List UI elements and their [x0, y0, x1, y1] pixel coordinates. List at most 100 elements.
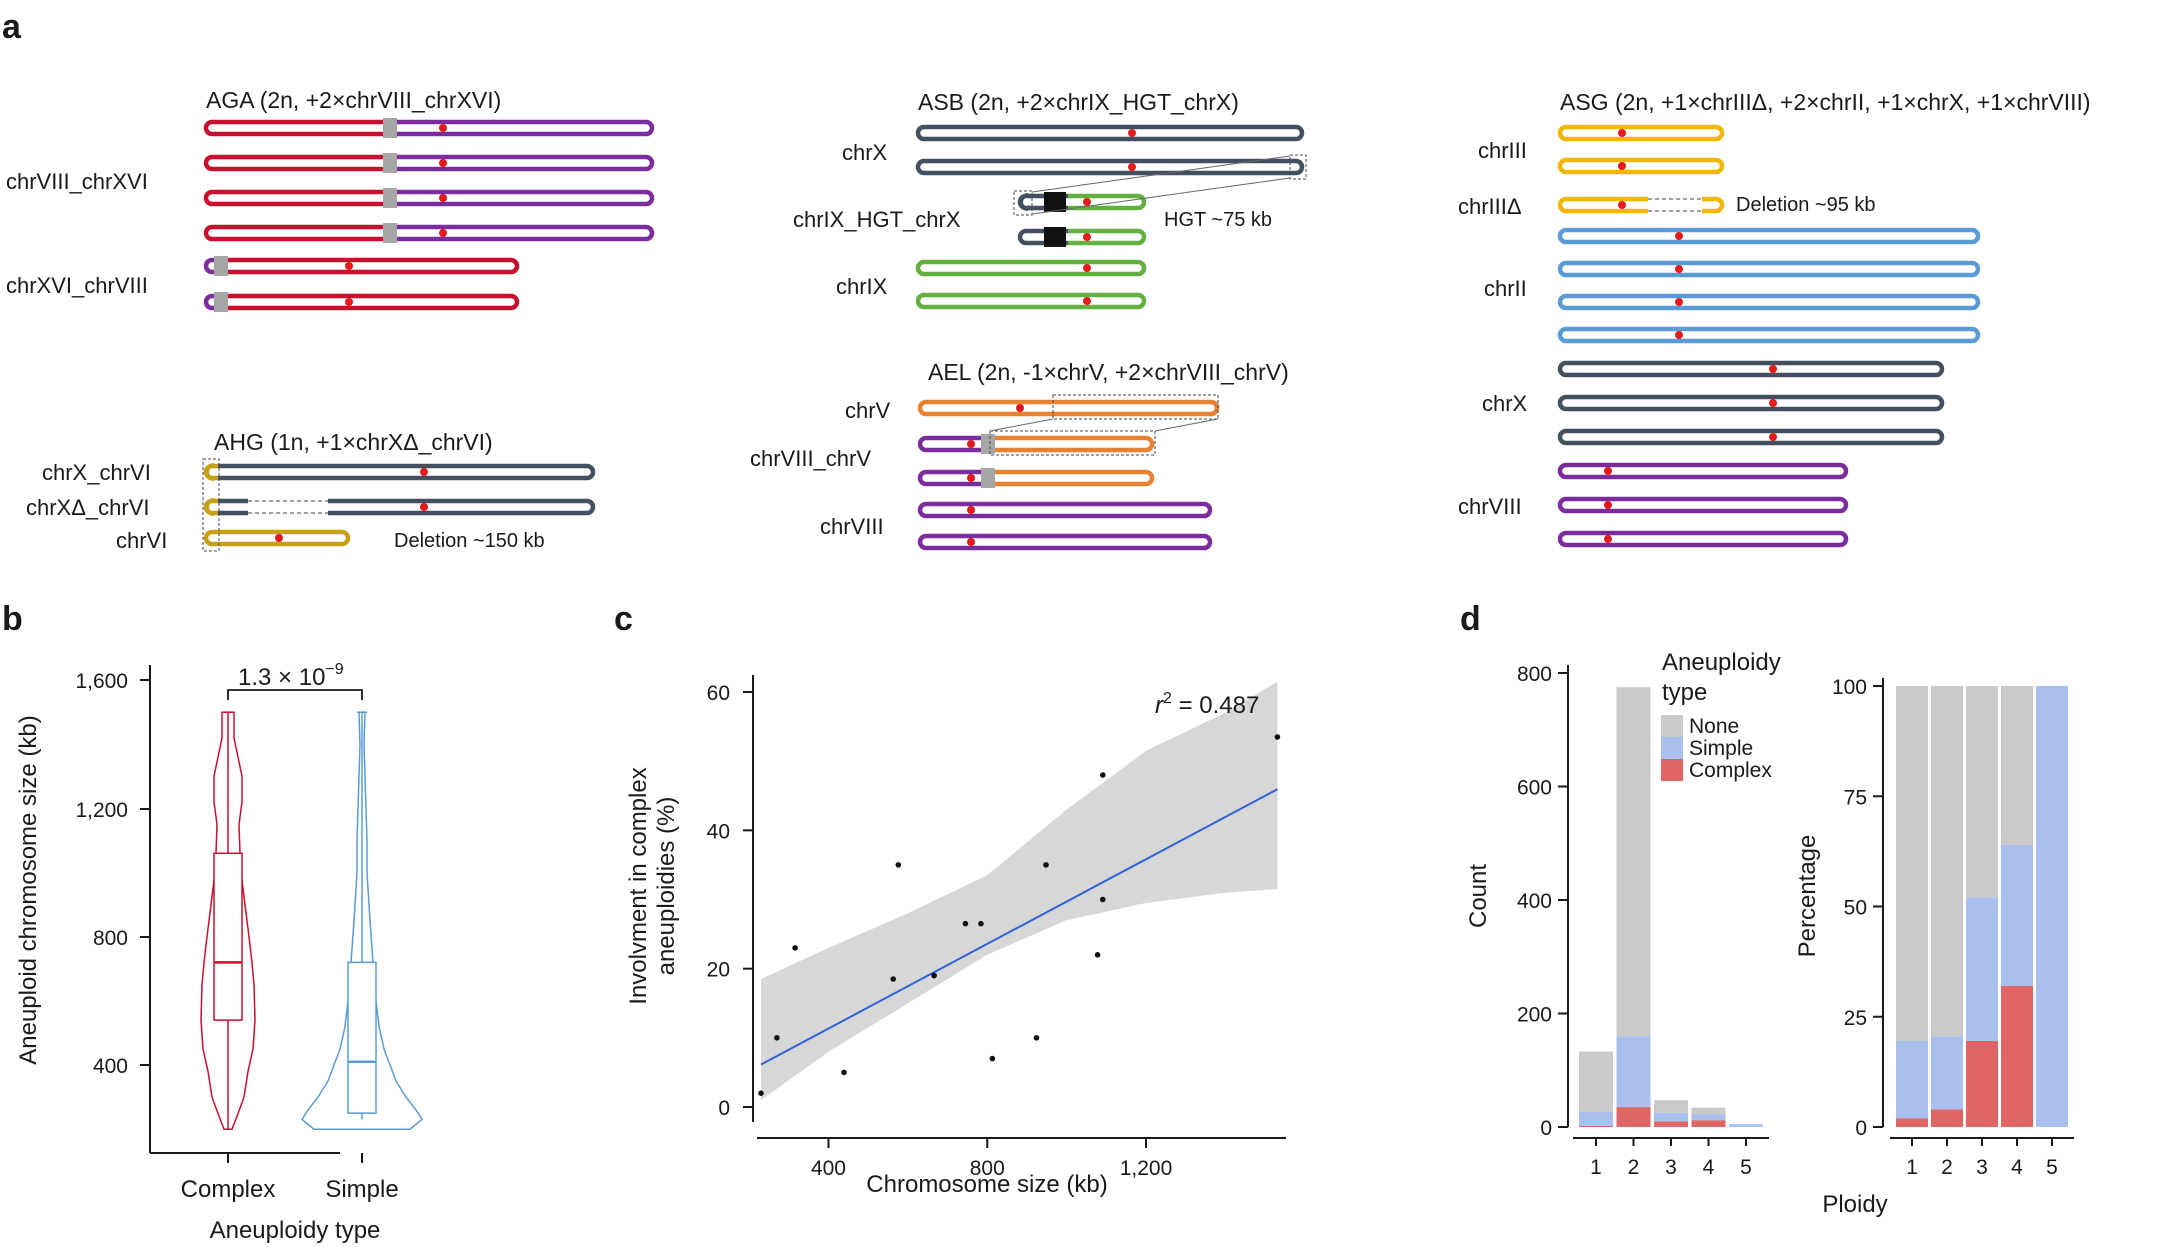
ael-label-chrv: chrV — [845, 398, 891, 423]
aga-chrviii-chrxvi-1-segment — [390, 119, 655, 137]
aga-chrviii-chrxvi-2-segment — [390, 154, 655, 172]
ahg-chrx-delta-chrvi-segment — [218, 498, 248, 516]
ahg-chrx-delta-chrvi-centromere — [420, 503, 428, 511]
asg-chrii-2-centromere — [1675, 265, 1683, 273]
aga-chrxvi-chrviii-1-segment — [220, 257, 520, 275]
scatter-xtick-label: 1,200 — [1120, 1157, 1173, 1180]
asg-chrx-2-segment — [1557, 394, 1945, 412]
aga-chrviii-chrxvi-4-segment — [390, 224, 655, 242]
legend-item-none: None — [1689, 715, 1739, 738]
violin-complex — [200, 711, 256, 1130]
ytick-label: 100 — [1832, 676, 1867, 699]
bar-simple-ploidy-4 — [2001, 844, 2033, 986]
legend-swatch-simple — [1661, 737, 1683, 759]
legend-item-simple: Simple — [1689, 737, 1753, 760]
ahg-chrx-chrvi-telomere-cap — [205, 463, 215, 481]
asg-chriii-2-centromere — [1618, 162, 1626, 170]
ael-chrviii-chrv-2-segment — [988, 469, 1155, 487]
ytick-label: 200 — [1517, 1004, 1552, 1027]
asb-chrx-1-segment — [915, 124, 1305, 142]
ahg-chrx-chrvi — [203, 463, 596, 481]
ahg-chrx-delta-chrvi-segment — [328, 498, 596, 516]
asb-chrix-1 — [915, 259, 1147, 277]
xtick-label-ploidy-1: 1 — [1906, 1156, 1918, 1179]
significance-pvalue: 1.3 × 10−9 — [238, 661, 344, 691]
ael-chrviii-2 — [917, 533, 1213, 551]
asg-chrviii-2-centromere — [1604, 501, 1612, 509]
asg-chrviii-3 — [1557, 530, 1849, 548]
bar-complex-ploidy-1 — [1896, 1118, 1928, 1127]
asg-chrx-2 — [1557, 394, 1945, 412]
ahg-label-chrx-delta-chrvi: chrXΔ_chrVI — [26, 495, 150, 520]
ael-title: AEL (2n, -1×chrV, +2×chrVIII_chrV) — [928, 359, 1289, 385]
ael-chrviii-chrv-2 — [917, 468, 1155, 488]
ael-zoom-box-chrv — [1052, 394, 1219, 420]
scatter-point — [989, 1055, 996, 1062]
significance-bracket — [227, 689, 363, 700]
ahg-chrvi — [203, 529, 351, 547]
ahg-telomere-box — [202, 458, 220, 552]
violin-x-label: Aneuploidy type — [210, 1217, 381, 1244]
scatter-xtick-label: 400 — [811, 1157, 846, 1180]
panel-label-a: a — [2, 8, 22, 46]
violin-ytick-800: 800 — [93, 927, 128, 950]
ael-chrviii-chrv-1-centromere — [967, 440, 975, 448]
asg-label-chrviii: chrVIII — [1458, 494, 1522, 519]
count-bar-chart: 1 2 3 4 5 800 600 400 200 0 — [1517, 663, 1769, 1179]
aga-chrxvi-chrviii-2 — [203, 292, 520, 312]
ahg-label-chrvi: chrVI — [116, 528, 167, 553]
asg-chrii-3 — [1557, 293, 1981, 311]
ael-chrviii-chrv-2-breakpoint — [981, 468, 995, 488]
bar-none-ploidy-1 — [1579, 1051, 1613, 1112]
legend-swatch-none — [1661, 715, 1683, 737]
scatter-confidence-band — [761, 681, 1278, 1101]
xtick-label-ploidy-4: 4 — [1703, 1156, 1715, 1179]
bar-none-ploidy-1 — [1896, 686, 1928, 1041]
aga-chrviii-chrxvi-1-centromere — [439, 124, 447, 132]
aga-chrxvi-chrviii-1-centromere — [345, 262, 353, 270]
asb-chrix-hgt-chrx-2-segment — [1068, 228, 1147, 246]
asg-note-deletion: Deletion ~95 kb — [1736, 194, 1876, 216]
asg-chriii-delta-centromere — [1618, 201, 1626, 209]
asb-chrix-2-segment — [915, 292, 1147, 310]
violin-ytick-1600: 1,600 — [75, 670, 128, 693]
bar-none-ploidy-4 — [1691, 1107, 1726, 1115]
bar-none-ploidy-3 — [1966, 686, 1998, 898]
scatter-ytick-label: 60 — [707, 682, 730, 705]
ahg-chrvi-centromere — [275, 534, 283, 542]
ael-chromosomes — [917, 394, 1220, 551]
aga-chrviii-chrxvi-2-centromere — [439, 159, 447, 167]
aga-chrviii-chrxvi-3-segment — [203, 189, 390, 207]
aga-chrxvi-chrviii-1-segment — [203, 257, 220, 275]
scatter-point — [1274, 734, 1281, 740]
asg-label-chriii: chrIII — [1478, 138, 1527, 163]
panel-label-d: d — [1460, 600, 1481, 638]
aga-chrviii-chrxvi-2 — [203, 153, 655, 173]
karyotype-asb: ASB (2n, +2×chrIX_HGT_chrX) chrX chrIX_H… — [793, 89, 1307, 310]
aga-chrviii-chrxvi-1-segment — [203, 119, 390, 137]
asg-chriii-delta — [1557, 196, 1725, 214]
asb-chrx-1-centromere — [1128, 129, 1136, 137]
aga-chrviii-chrxvi-3-segment — [390, 189, 655, 207]
bar-simple-ploidy-1 — [1896, 1041, 1928, 1119]
ael-zoom-line-right — [1154, 418, 1219, 432]
aga-chrviii-chrxvi-4-breakpoint — [383, 223, 397, 243]
ael-chrviii-chrv-2-centromere — [967, 474, 975, 482]
ytick-label: 0 — [1855, 1117, 1867, 1140]
asb-chrix-hgt-chrx-1-segment — [1068, 193, 1147, 211]
aga-label-chrxvi-chrviii: chrXVI_chrVIII — [6, 273, 148, 298]
asg-chriii-2-segment — [1557, 157, 1725, 175]
asg-chrx-2-centromere — [1769, 399, 1777, 407]
ael-chrviii-chrv-1 — [917, 434, 1155, 454]
karyotype-ael: AEL (2n, -1×chrV, +2×chrVIII_chrV) chrV … — [750, 359, 1289, 551]
bar-none-ploidy-3 — [1654, 1100, 1688, 1113]
asb-chrix-hgt-chrx-1-hgt-block — [1044, 192, 1066, 212]
aga-chrxvi-chrviii-2-segment — [220, 293, 520, 311]
asb-chrix-hgt-chrx-1 — [1017, 192, 1147, 212]
asb-chrix-hgt-chrx-2-segment — [1017, 228, 1068, 246]
asb-note-hgt: HGT ~75 kb — [1164, 209, 1272, 231]
aga-chrxvi-chrviii-2-segment — [203, 293, 220, 311]
ahg-chrx-chrvi-centromere — [420, 468, 428, 476]
asb-chrix-hgt-chrx-2-hgt-block — [1044, 227, 1066, 247]
scatter-point — [1100, 772, 1106, 778]
